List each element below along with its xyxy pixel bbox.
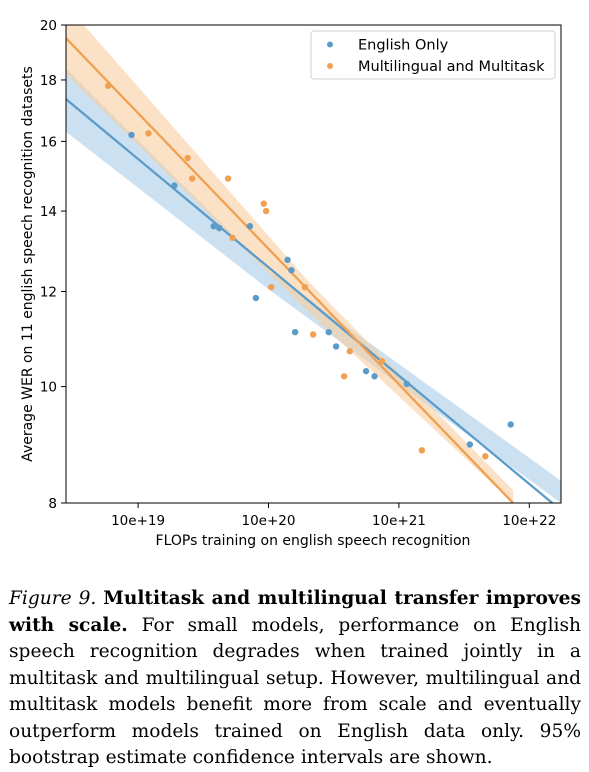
confidence-band-multilingual-and-multitask	[66, 25, 513, 503]
legend: English Only Multilingual and Multitask	[310, 30, 556, 80]
data-point-multilingual-and-multitask	[418, 447, 426, 454]
figure-caption: Figure 9. Multitask and multilingual tra…	[9, 586, 581, 772]
data-point-multilingual-and-multitask	[229, 234, 236, 242]
y-tick-label: 20	[40, 18, 57, 34]
caption-bold-title: Multitask and multilingual transfer impr…	[9, 588, 581, 636]
x-axis-ticks: 10e+19 10e+20 10e+21 10e+22	[111, 503, 556, 529]
x-axis-label: FLOPs training on english speech recogni…	[156, 533, 471, 549]
legend-label-english-only: English Only	[358, 38, 449, 54]
y-tick-label: 16	[40, 134, 57, 150]
data-point-english-only	[284, 256, 291, 264]
y-axis-ticks: 8 10 12 14 16 18 20	[40, 18, 66, 512]
data-point-english-only	[466, 441, 474, 448]
caption-body: For small models, performance on English…	[9, 614, 581, 769]
data-point-multilingual-and-multitask	[301, 283, 309, 291]
data-point-multilingual-and-multitask	[105, 82, 112, 89]
data-point-english-only	[252, 294, 260, 302]
data-point-multilingual-and-multitask	[260, 200, 267, 207]
y-tick-label: 12	[40, 284, 57, 300]
data-point-english-only	[332, 343, 340, 350]
x-tick-label: 10e+21	[372, 513, 426, 529]
data-point-english-only	[288, 266, 295, 274]
wer-vs-flops-chart: 10e+19 10e+20 10e+21 10e+22 8 10 12 14 16 18 20 F…	[20, 18, 562, 549]
data-point-english-only	[371, 373, 378, 380]
data-point-english-only	[210, 222, 217, 230]
y-tick-label: 14	[40, 204, 57, 220]
caption-figure-label: Figure 9.	[9, 588, 97, 609]
data-point-multilingual-and-multitask	[184, 154, 191, 162]
data-point-english-only	[171, 182, 178, 189]
y-tick-label: 10	[40, 380, 57, 396]
data-point-multilingual-and-multitask	[346, 348, 353, 355]
legend-label-multilingual-multitask: Multilingual and Multitask	[358, 59, 545, 75]
data-point-english-only	[507, 421, 514, 428]
x-tick-label: 10e+22	[502, 513, 556, 529]
confidence-bands	[66, 25, 561, 503]
x-tick-label: 10e+20	[242, 513, 296, 529]
y-tick-label: 8	[48, 496, 57, 512]
legend-marker-english-only	[327, 41, 333, 48]
legend-box	[310, 30, 556, 80]
data-point-multilingual-and-multitask	[189, 175, 196, 182]
data-point-english-only	[128, 131, 135, 139]
data-point-english-only	[362, 367, 370, 375]
data-point-multilingual-and-multitask	[268, 283, 275, 291]
data-point-english-only	[216, 224, 223, 232]
fit-line-english-only	[66, 98, 554, 503]
y-tick-label: 18	[40, 73, 57, 89]
y-axis-label: Average WER on 11 english speech recogni…	[20, 66, 36, 462]
data-point-multilingual-and-multitask	[145, 130, 152, 137]
data-point-multilingual-and-multitask	[309, 331, 317, 338]
data-point-english-only	[325, 328, 332, 336]
data-point-english-only	[291, 328, 299, 336]
confidence-band-english-only	[66, 68, 561, 503]
data-point-multilingual-and-multitask	[482, 453, 489, 460]
plot-frame	[65, 24, 562, 504]
data-point-multilingual-and-multitask	[378, 357, 386, 365]
x-tick-label: 10e+19	[111, 513, 165, 529]
data-point-multilingual-and-multitask	[340, 373, 348, 380]
data-point-english-only	[403, 380, 411, 388]
data-points	[105, 82, 514, 460]
data-point-multilingual-and-multitask	[262, 207, 270, 215]
data-point-english-only	[246, 222, 254, 230]
data-point-multilingual-and-multitask	[224, 175, 232, 182]
legend-marker-multilingual-multitask	[327, 63, 333, 69]
